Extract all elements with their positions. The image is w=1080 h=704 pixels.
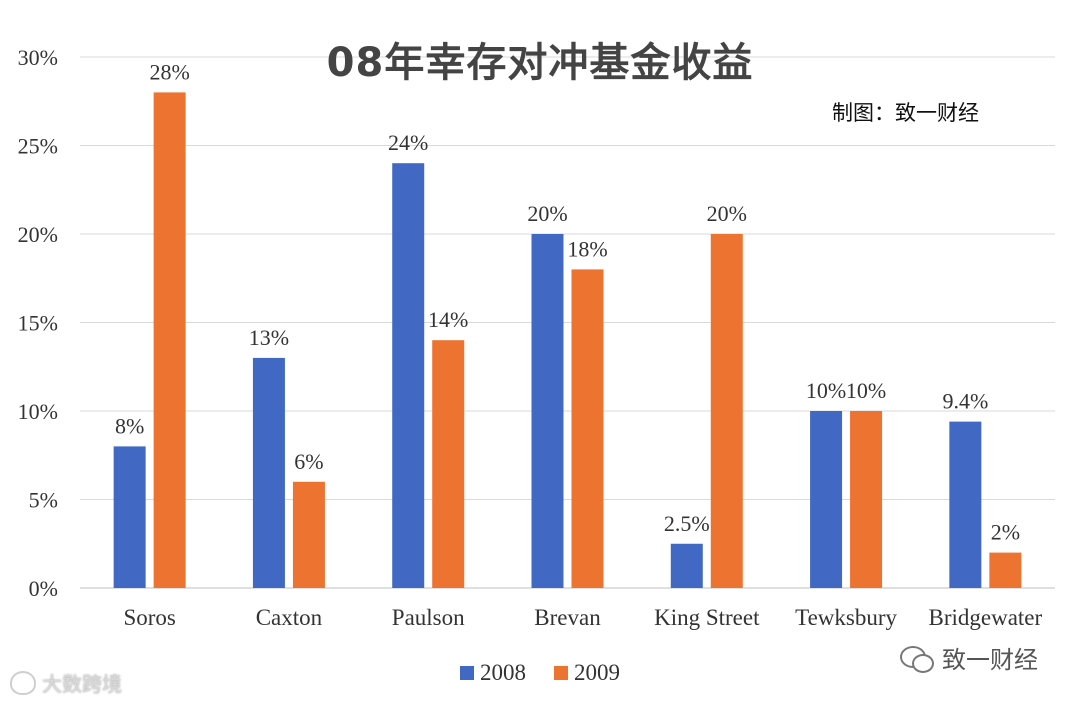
- weibo-icon: [10, 670, 36, 695]
- x-tick-label: Bridgewater: [929, 605, 1043, 630]
- bar-2008-tewksbury: [810, 411, 843, 588]
- x-tick-label: King Street: [654, 605, 760, 630]
- bar-2008-soros: [113, 446, 146, 588]
- data-label: 8%: [115, 413, 144, 438]
- chart-title: 08年幸存对冲基金收益: [326, 40, 754, 86]
- bar-2009-soros: [153, 92, 186, 589]
- data-label: 9.4%: [942, 389, 988, 414]
- x-tick-label: Paulson: [392, 605, 465, 630]
- watermark-right-text: 致一财经: [942, 646, 1038, 674]
- data-label: 24%: [388, 130, 428, 155]
- bar-2009-caxton: [292, 481, 325, 588]
- bar-2009-tewksbury: [850, 411, 883, 588]
- legend-item-2009: 2009: [554, 660, 620, 686]
- data-label: 13%: [249, 325, 289, 350]
- data-label: 2.5%: [664, 511, 710, 536]
- data-label: 28%: [149, 59, 189, 84]
- legend-swatch-2008: [460, 666, 474, 680]
- x-tick-label: Brevan: [534, 605, 601, 630]
- data-label: 14%: [428, 307, 468, 332]
- data-label: 6%: [294, 449, 323, 474]
- y-tick-label: 20%: [18, 222, 58, 247]
- x-tick-label: Caxton: [256, 605, 323, 630]
- y-tick-label: 30%: [18, 45, 58, 70]
- bar-2008-paulson: [392, 163, 425, 588]
- x-tick-label: Tewksbury: [795, 605, 897, 630]
- bar-2008-brevan: [531, 234, 564, 588]
- watermark-right: 致一财经: [900, 640, 1038, 675]
- bar-2009-paulson: [432, 340, 465, 588]
- y-tick-label: 15%: [18, 311, 58, 336]
- y-tick-label: 0%: [29, 576, 58, 601]
- wechat-icon: [900, 644, 934, 673]
- watermark-left: 大数跨境: [10, 668, 122, 697]
- x-tick-label: Soros: [123, 605, 175, 630]
- legend: 2008 2009: [0, 660, 1080, 686]
- bar-2008-bridgewater: [949, 421, 982, 588]
- legend-swatch-2009: [554, 666, 568, 680]
- legend-item-2008: 2008: [460, 660, 526, 686]
- y-tick-label: 5%: [29, 488, 58, 513]
- y-tick-label: 10%: [18, 399, 58, 424]
- legend-label-2009: 2009: [574, 660, 620, 685]
- legend-label-2008: 2008: [480, 660, 526, 685]
- bar-2008-caxton: [252, 357, 285, 588]
- chart-credit: 制图：致一财经: [832, 101, 979, 125]
- data-label: 2%: [991, 520, 1020, 545]
- watermark-left-text: 大数跨境: [42, 672, 122, 696]
- data-label: 10%: [806, 378, 846, 403]
- y-tick-label: 25%: [18, 134, 58, 159]
- data-label: 20%: [527, 201, 567, 226]
- bar-2008-king-street: [670, 543, 703, 588]
- bar-2009-king-street: [710, 234, 743, 588]
- bar-2009-brevan: [571, 269, 604, 588]
- data-label: 18%: [567, 236, 607, 261]
- data-label: 10%: [846, 378, 886, 403]
- data-label: 20%: [707, 201, 747, 226]
- bar-2009-bridgewater: [989, 552, 1022, 588]
